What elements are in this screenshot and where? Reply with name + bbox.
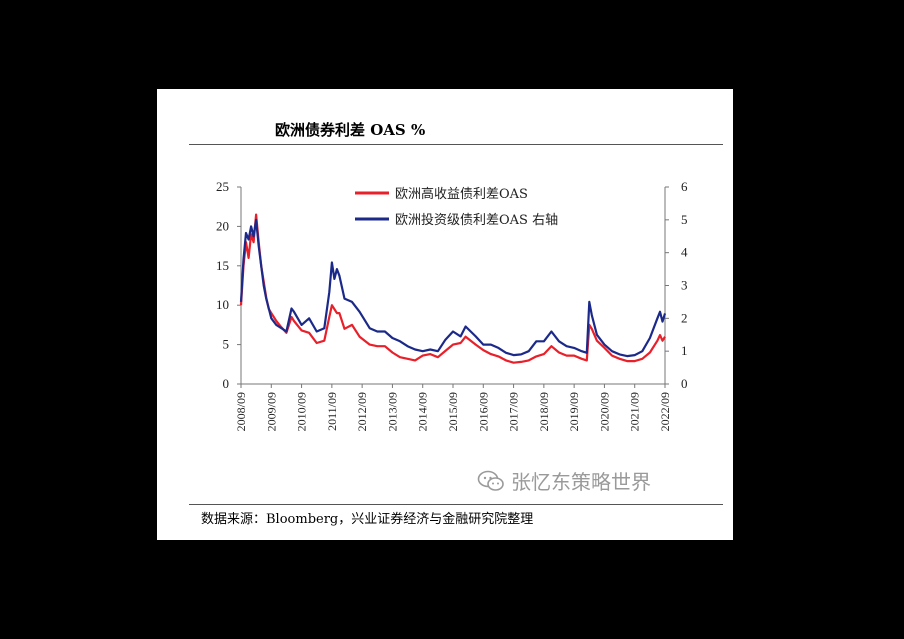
chart-card: 欧洲债券利差 OAS % 0 5 10 15 20 25 0 1 2 3 4 5 6 2008/09 200… xyxy=(157,89,733,540)
source-divider xyxy=(189,504,723,505)
x-tick-label: 2012/09 xyxy=(355,392,369,431)
legend-label: 欧洲投资级债利差OAS 右轴 xyxy=(395,212,558,228)
left-tick-label: 20 xyxy=(216,218,229,233)
series-line-high-yield xyxy=(239,213,666,364)
x-tick-label: 2010/09 xyxy=(295,392,309,431)
left-tick-label: 10 xyxy=(216,297,229,312)
x-tick-label: 2017/09 xyxy=(507,392,521,431)
x-tick-label: 2013/09 xyxy=(385,392,399,431)
watermark: 张忆东策略世界 xyxy=(477,466,651,495)
right-tick-label: 5 xyxy=(681,212,688,227)
series-line-investment-grade xyxy=(239,218,667,358)
left-tick-label: 25 xyxy=(216,179,229,194)
x-tick-label: 2011/09 xyxy=(325,392,339,431)
source-note: 数据来源：Bloomberg，兴业证券经济与金融研究院整理 xyxy=(201,512,534,527)
x-tick-label: 2015/09 xyxy=(446,392,460,431)
x-tick-label: 2008/09 xyxy=(234,392,248,431)
x-tick-label: 2018/09 xyxy=(537,392,551,431)
legend-label: 欧洲高收益债利差OAS xyxy=(395,186,528,202)
watermark-text: 张忆东策略世界 xyxy=(511,470,651,494)
x-tick-label: 2019/09 xyxy=(567,392,581,431)
right-tick-label: 1 xyxy=(681,343,688,358)
left-tick-label: 15 xyxy=(216,258,229,273)
x-tick-label: 2020/09 xyxy=(597,392,611,431)
right-tick-label: 3 xyxy=(681,278,688,293)
chart-title: 欧洲债券利差 OAS % xyxy=(275,121,426,139)
x-tick-label: 2014/09 xyxy=(416,392,430,431)
chart-plot: 0 5 10 15 20 25 0 1 2 3 4 5 6 2008/09 2009/09 2010/09 20… xyxy=(216,179,688,431)
right-tick-label: 0 xyxy=(681,376,688,391)
chart-series xyxy=(239,213,667,364)
right-tick-label: 2 xyxy=(681,310,688,325)
x-tick-label: 2016/09 xyxy=(476,392,490,431)
left-tick-label: 5 xyxy=(223,337,230,352)
right-tick-label: 4 xyxy=(681,245,688,260)
wechat-icon xyxy=(477,470,504,491)
x-tick-label: 2022/09 xyxy=(658,392,672,431)
title-divider xyxy=(189,144,723,145)
x-tick-label: 2021/09 xyxy=(628,392,642,431)
chart-axes: 0 5 10 15 20 25 0 1 2 3 4 5 6 2008/09 2009/09 2010/09 20… xyxy=(216,179,688,431)
chart-legend: 欧洲高收益债利差OAS 欧洲投资级债利差OAS 右轴 xyxy=(355,186,558,228)
right-tick-label: 6 xyxy=(681,179,688,194)
x-tick-label: 2009/09 xyxy=(264,392,278,431)
left-tick-label: 0 xyxy=(223,376,230,391)
